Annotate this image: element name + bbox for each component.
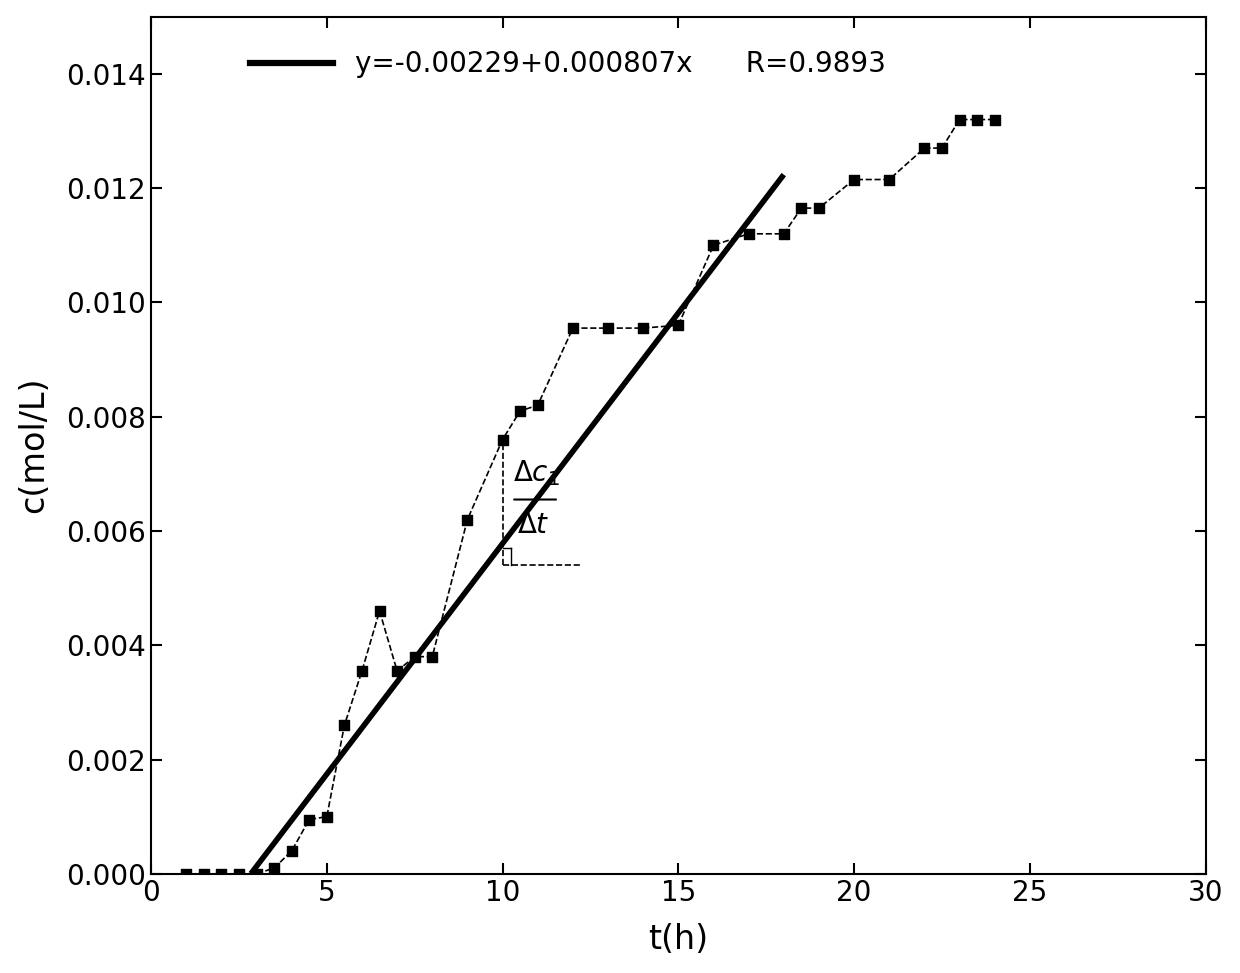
Point <box>668 317 688 333</box>
Point <box>458 512 477 527</box>
Point <box>739 226 759 241</box>
Y-axis label: c(mol/L): c(mol/L) <box>16 377 50 514</box>
Point <box>212 866 232 882</box>
Text: $\Delta \mathbf{\it{c}}_{\mathbf{\it{1}}}$: $\Delta \mathbf{\it{c}}_{\mathbf{\it{1}}… <box>513 458 560 488</box>
Point <box>404 649 424 665</box>
Point <box>352 664 372 679</box>
Point <box>914 140 934 156</box>
Point <box>932 140 952 156</box>
Point <box>193 866 213 882</box>
Point <box>387 664 407 679</box>
Point <box>423 649 443 665</box>
X-axis label: t(h): t(h) <box>649 923 708 956</box>
Point <box>281 844 301 859</box>
Point <box>703 237 723 253</box>
Point <box>528 397 548 413</box>
Point <box>510 403 529 418</box>
Point <box>634 320 653 336</box>
Text: $\Delta \mathbf{\it{t}}$: $\Delta \mathbf{\it{t}}$ <box>517 511 549 539</box>
Point <box>335 717 355 733</box>
Point <box>791 200 811 216</box>
Point <box>774 226 794 241</box>
Point <box>985 112 1004 127</box>
Point <box>598 320 618 336</box>
Point <box>950 112 970 127</box>
Point <box>229 866 249 882</box>
Point <box>176 866 196 882</box>
Point <box>967 112 987 127</box>
Point <box>808 200 828 216</box>
Point <box>299 811 319 827</box>
Point <box>879 172 899 188</box>
Point <box>247 866 267 882</box>
Point <box>370 603 389 619</box>
Legend: y=-0.00229+0.000807x      R=0.9893: y=-0.00229+0.000807x R=0.9893 <box>239 39 898 90</box>
Point <box>563 320 583 336</box>
Point <box>844 172 864 188</box>
Point <box>317 809 337 824</box>
Point <box>264 860 284 876</box>
Point <box>492 432 512 448</box>
